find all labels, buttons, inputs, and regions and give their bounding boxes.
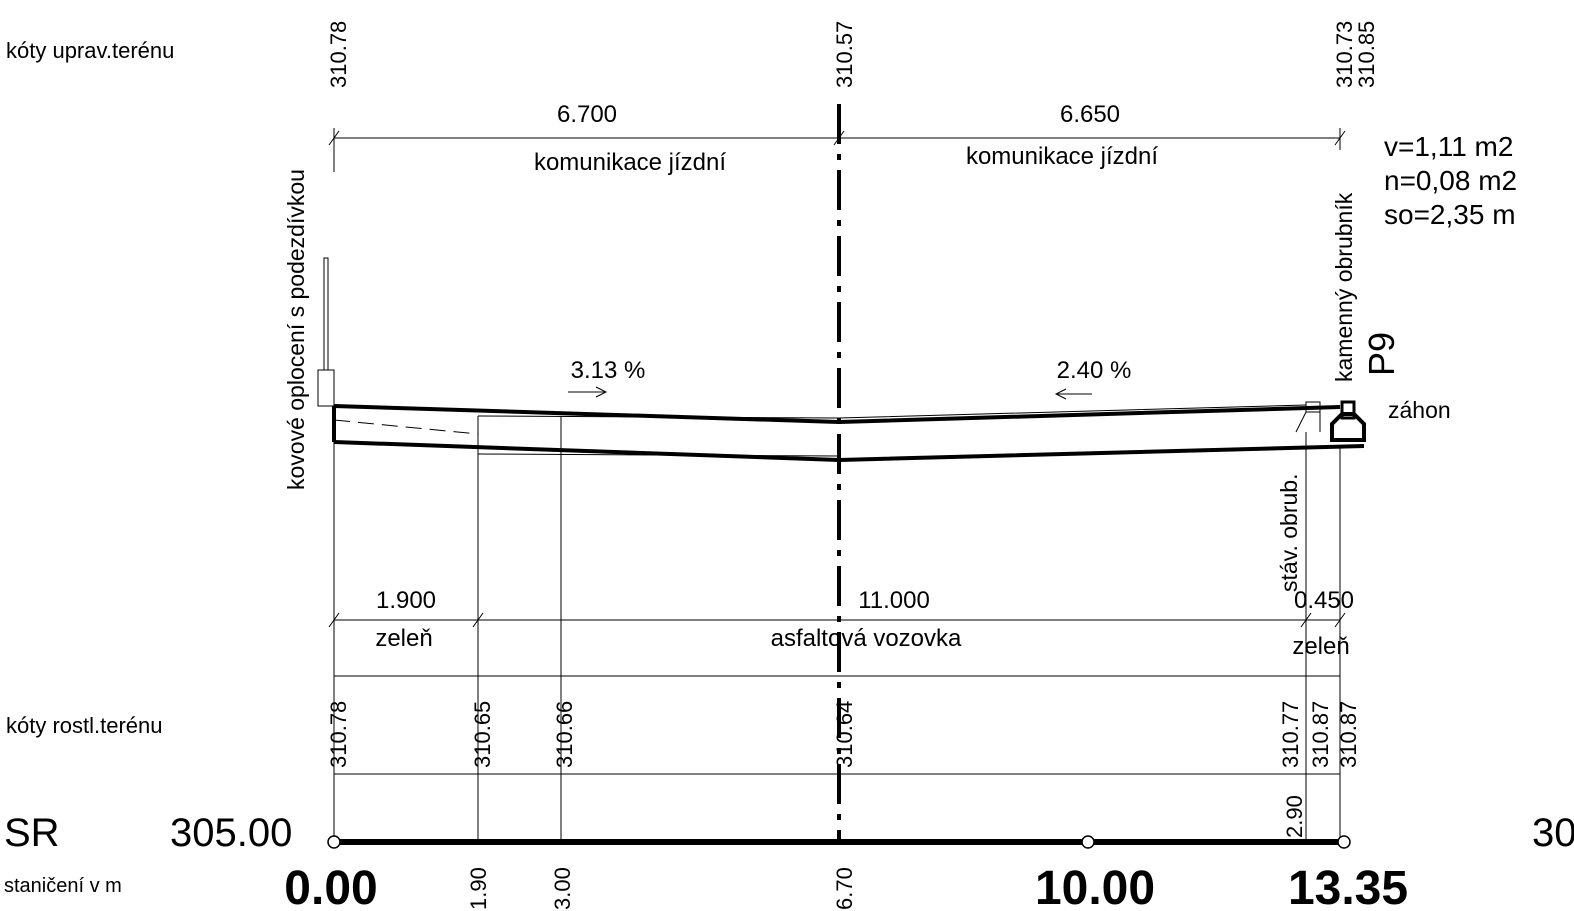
fence-symbol <box>317 257 335 407</box>
station-0: 0.00 <box>284 862 377 911</box>
bottom-dim-green-right: 0.450 <box>1294 587 1354 614</box>
slope-right-arrow <box>1054 388 1092 400</box>
area-v: v=1,11 m2 <box>1384 131 1513 162</box>
annotation-flowerbed: záhon <box>1388 397 1451 423</box>
label-upraveny-teren: kóty uprav.terénu <box>6 38 174 63</box>
station-3: 6.70 <box>832 867 857 910</box>
slope-left: 3.13 % <box>571 357 646 384</box>
elev-bottom-4: 310.64 <box>832 701 857 768</box>
station-2: 3.00 <box>550 867 575 910</box>
top-dim-right-width: 6.650 <box>1060 101 1120 128</box>
station-extra: 2.90 <box>1282 795 1307 838</box>
station-5: 13.35 <box>1288 862 1408 911</box>
top-dim-left-width: 6.700 <box>557 101 617 128</box>
bottom-label-asphalt: asfaltová vozovka <box>771 625 962 652</box>
area-so: so=2,35 m <box>1384 199 1516 230</box>
elev-bottom-1: 310.78 <box>326 701 351 768</box>
area-n: n=0,08 m2 <box>1384 165 1517 196</box>
station-4: 10.00 <box>1035 862 1155 911</box>
annotation-fence: kovové oplocení s podezdívkou <box>283 169 309 490</box>
reference-level: 305.00 <box>170 811 292 855</box>
elev-top-right-1: 310.73 <box>1332 21 1357 88</box>
bottom-label-green-left: zeleň <box>375 625 432 652</box>
elev-bottom-7: 310.87 <box>1336 701 1361 768</box>
top-dim-left-label: komunikace jízdní <box>534 149 726 176</box>
elev-bottom-2: 310.65 <box>470 701 495 768</box>
slope-right: 2.40 % <box>1057 357 1132 384</box>
elev-top-left: 310.78 <box>326 21 351 88</box>
reference-baseline <box>327 835 1351 849</box>
elev-bottom-6: 310.87 <box>1308 701 1333 768</box>
elev-top-right-2: 310.85 <box>1354 21 1379 88</box>
bottom-dimension-line <box>328 612 1346 677</box>
reference-level-right: 30 <box>1532 811 1574 855</box>
curb-symbol <box>1295 400 1366 442</box>
top-dim-right-label: komunikace jízdní <box>966 143 1158 170</box>
road-section <box>332 404 1365 463</box>
elev-bottom-3: 310.66 <box>552 701 577 768</box>
label-staniceni: staničení v m <box>4 875 122 897</box>
elev-top-center: 310.57 <box>832 21 857 88</box>
elev-bottom-5: 310.77 <box>1278 701 1303 768</box>
annotation-curb-stone: kamenný obrubník <box>1331 192 1357 382</box>
slope-left-arrow <box>568 386 608 398</box>
profile-name: P9 <box>1361 332 1402 376</box>
bottom-dim-asphalt: 11.000 <box>858 587 930 614</box>
station-1: 1.90 <box>466 867 491 910</box>
bottom-label-green-right: zeleň <box>1292 633 1349 660</box>
label-rostly-teren: kóty rostl.terénu <box>6 713 163 738</box>
bottom-dim-green-left: 1.900 <box>376 587 436 614</box>
annotation-curb-existing: stáv. obrub. <box>1276 474 1302 592</box>
label-sr: SR <box>4 811 60 855</box>
